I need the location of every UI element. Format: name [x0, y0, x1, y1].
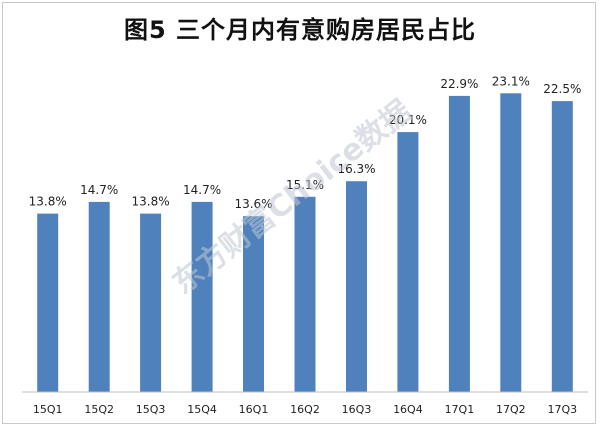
- data-label-16Q1: 13.6%: [234, 197, 272, 211]
- x-tick-16Q4: 16Q4: [393, 403, 423, 416]
- data-label-17Q2: 23.1%: [492, 74, 530, 88]
- watermark: 东方财富Choice数据: [166, 94, 418, 302]
- data-label-15Q2: 14.7%: [80, 183, 118, 197]
- bar-15Q3: [140, 213, 162, 392]
- x-tick-17Q1: 17Q1: [445, 403, 475, 416]
- bar-17Q2: [500, 93, 522, 393]
- x-tick-15Q4: 15Q4: [187, 403, 217, 416]
- bar-17Q1: [448, 95, 470, 393]
- bar-15Q4: [191, 201, 213, 392]
- x-tick-17Q3: 17Q3: [547, 403, 577, 416]
- data-label-15Q3: 13.8%: [132, 195, 170, 209]
- x-tick-16Q1: 16Q1: [239, 403, 269, 416]
- chart-title: 图5 三个月内有意购房居民占比: [123, 16, 477, 44]
- bar-16Q1: [243, 216, 264, 392]
- data-label-16Q3: 16.3%: [337, 162, 375, 176]
- data-label-15Q4: 14.7%: [183, 183, 221, 197]
- x-tick-15Q1: 15Q1: [33, 403, 63, 416]
- data-label-17Q3: 22.5%: [543, 82, 581, 96]
- bar-15Q1: [37, 213, 59, 392]
- bar-17Q3: [551, 101, 573, 392]
- data-label-16Q2: 15.1%: [286, 178, 324, 192]
- x-tick-16Q2: 16Q2: [290, 403, 320, 416]
- x-tick-15Q3: 15Q3: [136, 403, 166, 416]
- bar-15Q2: [88, 201, 110, 392]
- data-label-15Q1: 13.8%: [29, 195, 67, 209]
- x-tick-16Q3: 16Q3: [342, 403, 372, 416]
- bar-16Q2: [294, 196, 316, 392]
- data-label-16Q4: 20.1%: [389, 113, 427, 127]
- bar-16Q3: [346, 181, 367, 392]
- x-tick-15Q2: 15Q2: [84, 403, 114, 416]
- x-tick-17Q2: 17Q2: [496, 403, 526, 416]
- data-label-17Q1: 22.9%: [440, 77, 478, 91]
- bar-16Q4: [397, 132, 419, 392]
